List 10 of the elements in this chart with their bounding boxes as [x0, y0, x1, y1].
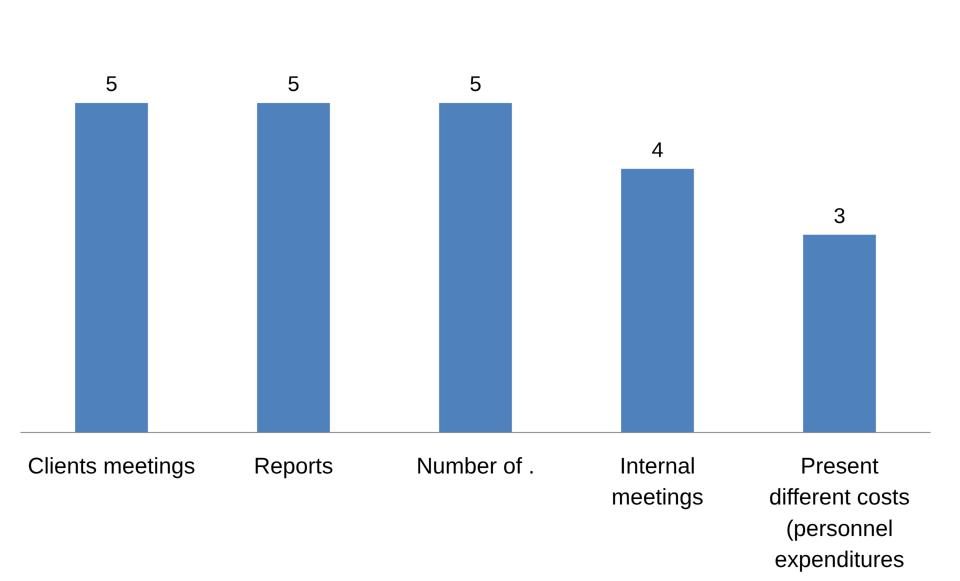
x-tick-label: Number of . [416, 452, 535, 478]
x-tick-label: Reports [254, 452, 334, 478]
data-label: 4 [652, 138, 664, 162]
data-label: 5 [470, 72, 482, 96]
data-label: 5 [288, 72, 300, 96]
data-label: 5 [106, 72, 118, 96]
x-tick-label: Internal meetings [612, 452, 704, 510]
data-label: 3 [834, 204, 846, 228]
x-tick-label: Present different costs (personnel expenditures [769, 452, 910, 572]
x-tick-label: Clients meetings [28, 452, 196, 478]
